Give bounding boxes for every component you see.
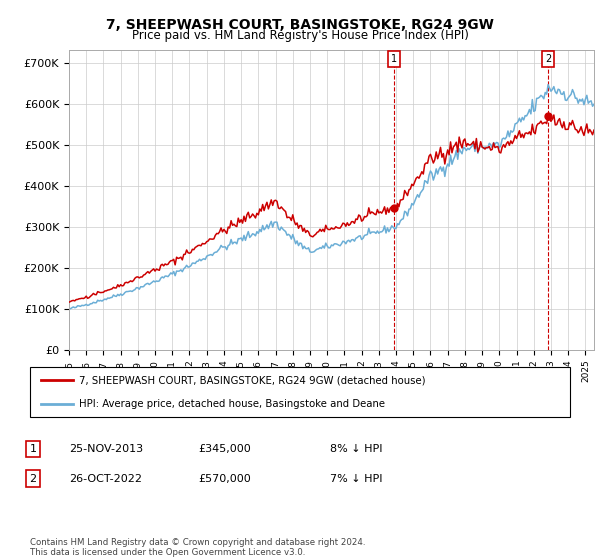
Text: 1: 1 <box>29 444 37 454</box>
Text: 8% ↓ HPI: 8% ↓ HPI <box>330 444 383 454</box>
Text: 26-OCT-2022: 26-OCT-2022 <box>69 474 142 484</box>
Text: 1: 1 <box>391 54 397 64</box>
Text: 2: 2 <box>545 54 551 64</box>
Text: 7, SHEEPWASH COURT, BASINGSTOKE, RG24 9GW (detached house): 7, SHEEPWASH COURT, BASINGSTOKE, RG24 9G… <box>79 375 425 385</box>
Text: 7, SHEEPWASH COURT, BASINGSTOKE, RG24 9GW: 7, SHEEPWASH COURT, BASINGSTOKE, RG24 9G… <box>106 18 494 32</box>
Text: HPI: Average price, detached house, Basingstoke and Deane: HPI: Average price, detached house, Basi… <box>79 399 385 409</box>
Text: Contains HM Land Registry data © Crown copyright and database right 2024.
This d: Contains HM Land Registry data © Crown c… <box>30 538 365 557</box>
Text: Price paid vs. HM Land Registry's House Price Index (HPI): Price paid vs. HM Land Registry's House … <box>131 29 469 42</box>
Text: £345,000: £345,000 <box>198 444 251 454</box>
FancyBboxPatch shape <box>30 367 570 417</box>
Text: 2: 2 <box>29 474 37 484</box>
Text: 25-NOV-2013: 25-NOV-2013 <box>69 444 143 454</box>
Text: 7% ↓ HPI: 7% ↓ HPI <box>330 474 383 484</box>
Text: £570,000: £570,000 <box>198 474 251 484</box>
